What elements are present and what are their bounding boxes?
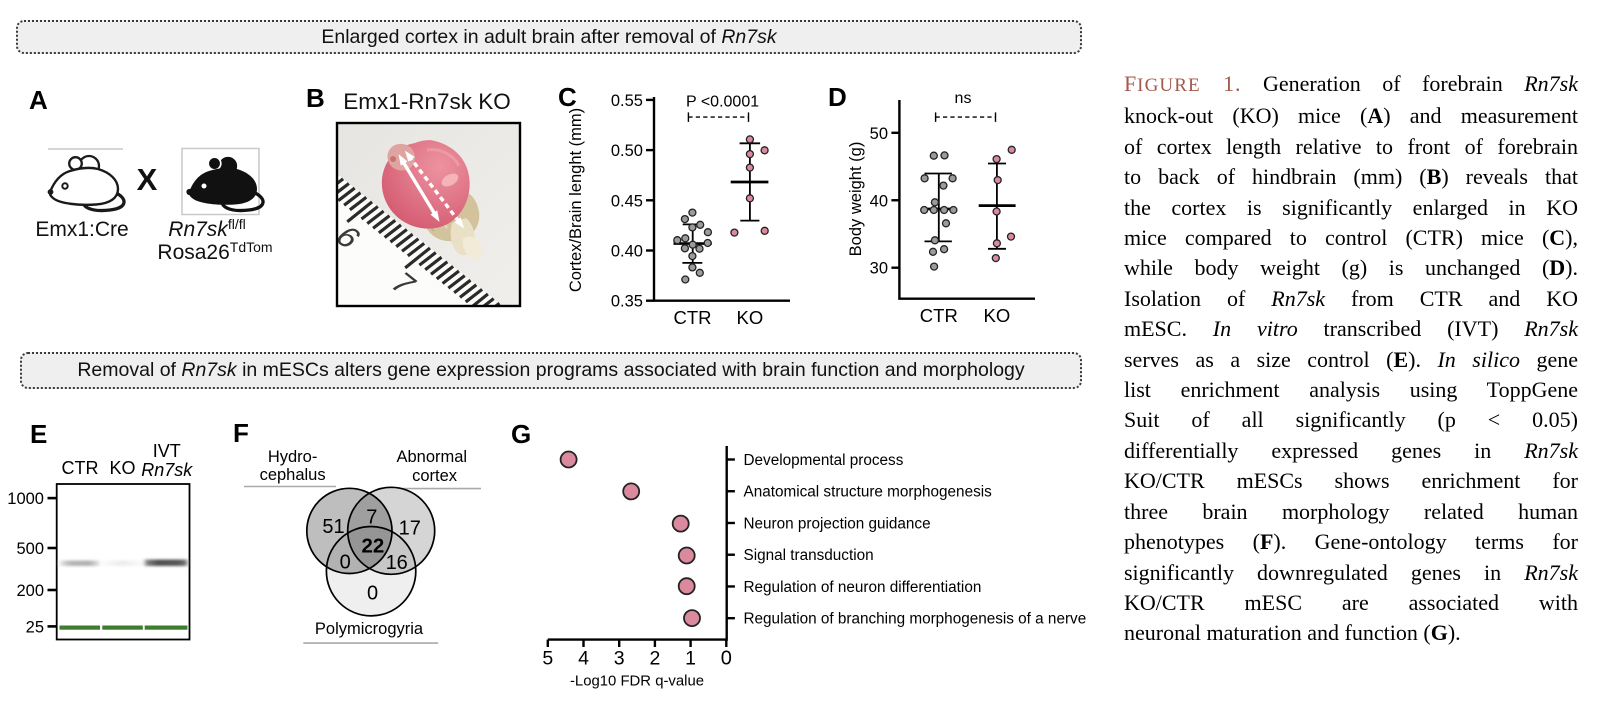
svg-text:P <0.0001: P <0.0001: [686, 94, 759, 111]
svg-text:0.45: 0.45: [611, 192, 643, 210]
svg-text:0: 0: [367, 583, 378, 605]
svg-text:0.35: 0.35: [611, 293, 643, 311]
svg-text:Signal transduction: Signal transduction: [744, 547, 874, 564]
svg-text:50: 50: [870, 125, 888, 143]
svg-text:0: 0: [340, 551, 351, 573]
svg-text:22: 22: [361, 534, 384, 557]
svg-text:Rn7sk: Rn7sk: [141, 460, 193, 480]
svg-text:16: 16: [386, 552, 408, 574]
svg-text:ns: ns: [955, 90, 972, 107]
svg-text:Regulation of branching morpho: Regulation of branching morphogenesis of…: [744, 611, 1087, 628]
svg-text:IVT: IVT: [153, 441, 181, 461]
svg-text:Developmental process: Developmental process: [744, 452, 904, 469]
svg-text:Neuron projection guidance: Neuron projection guidance: [744, 515, 931, 532]
svg-text:0: 0: [721, 648, 732, 670]
svg-text:0.55: 0.55: [611, 92, 643, 110]
svg-text:Cortex/Brain lenght (mm): Cortex/Brain lenght (mm): [567, 108, 585, 292]
svg-text:Anatomical structure morphogen: Anatomical structure morphogenesis: [744, 484, 993, 501]
svg-text:0.40: 0.40: [611, 243, 643, 261]
svg-text:Rosa26TdTom: Rosa26TdTom: [157, 239, 272, 264]
svg-text:1: 1: [685, 648, 696, 670]
svg-text:Abnormal: Abnormal: [396, 448, 467, 466]
svg-text:KO: KO: [737, 307, 764, 328]
svg-text:51: 51: [322, 516, 344, 538]
svg-text:Emx1-Rn7sk KO: Emx1-Rn7sk KO: [343, 89, 511, 114]
svg-text:17: 17: [399, 518, 421, 540]
svg-text:40: 40: [870, 192, 888, 210]
svg-text:30: 30: [870, 260, 888, 278]
svg-text:2: 2: [649, 648, 660, 670]
svg-text:500: 500: [16, 540, 44, 558]
svg-text:-Log10 FDR q-value: -Log10 FDR q-value: [570, 674, 704, 690]
svg-text:Polymicrogyria: Polymicrogyria: [315, 620, 424, 638]
svg-text:Hydro-: Hydro-: [268, 448, 318, 466]
svg-text:CTR: CTR: [62, 458, 99, 478]
svg-text:X: X: [137, 162, 158, 197]
svg-text:0.50: 0.50: [611, 142, 643, 160]
svg-text:CTR: CTR: [920, 305, 958, 326]
svg-text:Emx1:Cre: Emx1:Cre: [35, 218, 128, 241]
svg-text:3: 3: [614, 648, 625, 670]
svg-text:1000: 1000: [7, 490, 44, 508]
svg-text:Body weight (g): Body weight (g): [847, 142, 865, 257]
svg-text:200: 200: [16, 582, 44, 600]
svg-text:CTR: CTR: [673, 307, 711, 328]
svg-text:Rn7skfl/fl: Rn7skfl/fl: [168, 216, 245, 241]
svg-text:Regulation of neuron different: Regulation of neuron differentiation: [744, 579, 982, 596]
svg-text:cortex: cortex: [412, 467, 458, 485]
svg-text:KO: KO: [984, 305, 1011, 326]
svg-text:cephalus: cephalus: [260, 466, 326, 484]
svg-text:KO: KO: [109, 458, 135, 478]
svg-text:25: 25: [26, 618, 44, 636]
svg-text:7: 7: [366, 506, 377, 528]
svg-text:5: 5: [542, 648, 553, 670]
svg-text:4: 4: [578, 648, 589, 670]
